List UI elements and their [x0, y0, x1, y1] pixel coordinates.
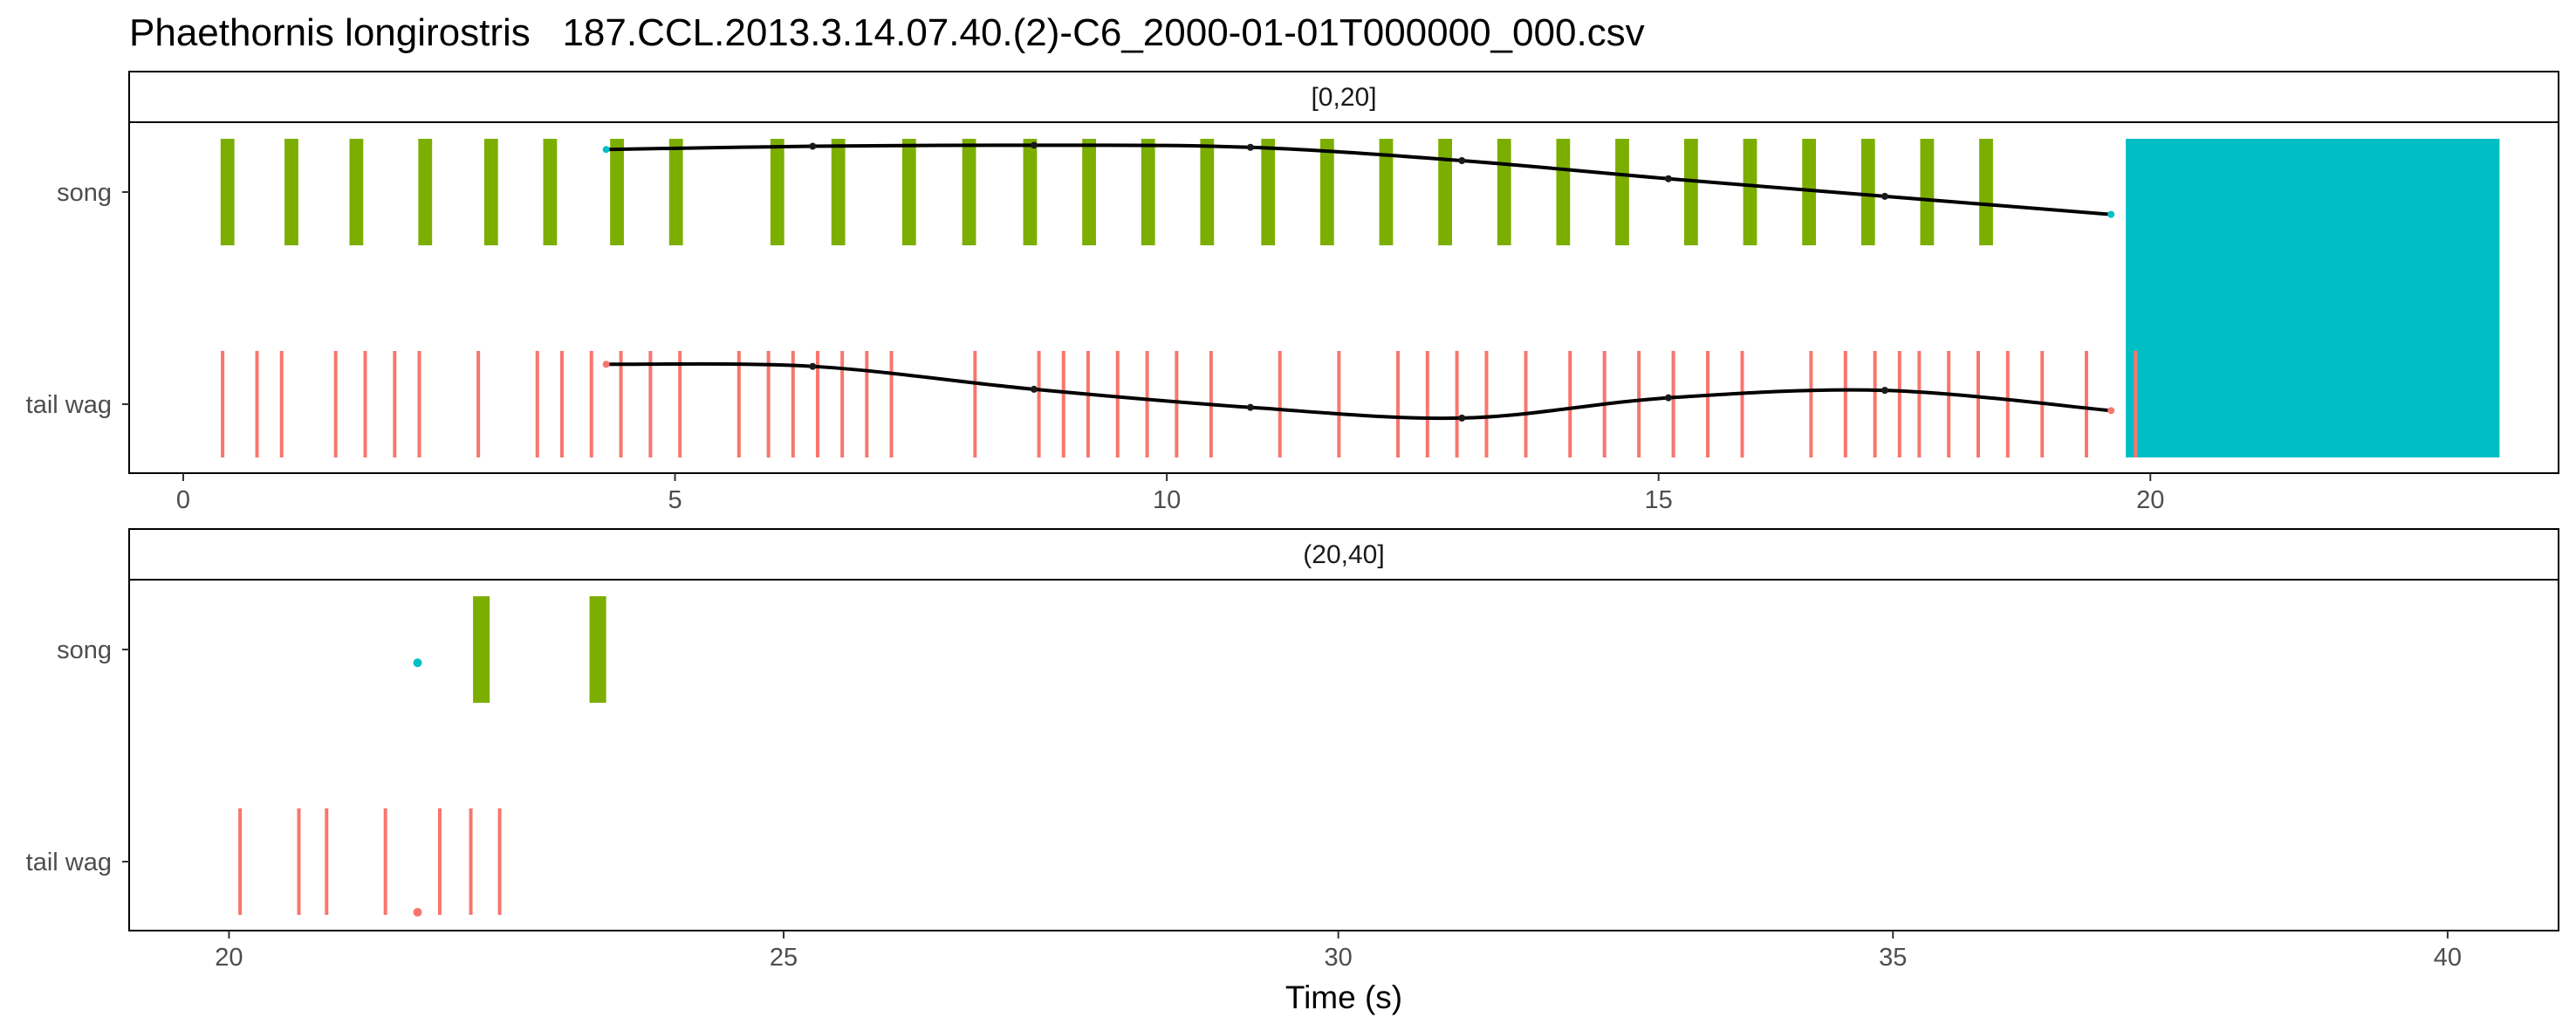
tail-wag-point	[1246, 403, 1254, 411]
song-bar	[1200, 139, 1215, 245]
song-bar	[1261, 139, 1276, 245]
tail-wag-point	[1458, 414, 1466, 422]
song-point	[602, 146, 610, 154]
song-bar	[1920, 139, 1935, 245]
x-tick-label: 35	[1879, 944, 1907, 972]
song-point	[413, 658, 422, 668]
song-bar	[1615, 139, 1629, 245]
tail-wag-point	[2107, 407, 2115, 415]
tail-wag-point	[413, 907, 422, 917]
facet-strip	[128, 71, 2559, 123]
song-bar	[1379, 139, 1394, 245]
song-point	[1458, 157, 1466, 165]
song-bar	[473, 596, 490, 703]
song-bar	[483, 139, 498, 245]
song-bar	[610, 139, 624, 245]
tail-wag-point	[1030, 385, 1038, 393]
x-tick-label: 20	[215, 944, 243, 972]
tail-wag-line	[606, 361, 2112, 421]
tail-wag-point	[1881, 387, 1888, 395]
song-point	[1881, 192, 1888, 200]
facet-strip	[128, 528, 2559, 581]
x-tick-label: 30	[1325, 944, 1353, 972]
x-tick-label: 5	[668, 486, 682, 514]
song-bar	[284, 139, 298, 245]
song-bar	[1683, 139, 1698, 245]
song-bar	[418, 139, 433, 245]
x-tick-label: 15	[1645, 486, 1673, 514]
song-bar	[1860, 139, 1875, 245]
song-bar	[1556, 139, 1571, 245]
song-point	[2107, 210, 2115, 218]
song-bar	[220, 139, 235, 245]
facet-strip-label: [0,20]	[1311, 83, 1376, 112]
song-bar	[1082, 139, 1096, 245]
x-tick-label: 10	[1153, 486, 1181, 514]
song-bar	[589, 596, 606, 703]
panels-group: [0,20] song tail wag 0 5 10 15 20 (20,40] song tai…	[26, 71, 2559, 972]
song-bar	[543, 139, 558, 245]
song-bar	[1141, 139, 1155, 245]
song-bar	[831, 139, 846, 245]
song-point	[1246, 143, 1254, 151]
x-tick-label: 25	[770, 944, 798, 972]
song-bar	[1802, 139, 1817, 245]
y-tick-label: song	[57, 179, 112, 207]
cyan-block	[2126, 139, 2500, 457]
song-bar	[1438, 139, 1452, 245]
song-bar	[1743, 139, 1757, 245]
chart-title: Phaethornis longirostris 187.CCL.2013.3.…	[129, 11, 1645, 54]
x-axis-title: Time (s)	[1285, 979, 1402, 1015]
song-line	[606, 143, 2112, 217]
facet-strip-label: (20,40]	[1303, 540, 1384, 569]
panel-1: (20,40] song tail wag 20 25 30 35 40	[26, 528, 2559, 972]
x-tick-label: 0	[176, 486, 190, 514]
song-point	[1664, 175, 1672, 182]
tail-wag-point	[809, 362, 817, 370]
song-bar	[901, 139, 916, 245]
x-tick-label: 20	[2136, 486, 2164, 514]
song-point	[809, 142, 817, 150]
tail-wag-point	[1664, 394, 1672, 402]
tail-wag-point	[602, 361, 610, 368]
song-bar	[770, 139, 784, 245]
song-bar	[349, 139, 364, 245]
song-bar	[1319, 139, 1334, 245]
song-bar	[1023, 139, 1038, 245]
x-tick-label: 40	[2434, 944, 2462, 972]
song-bar	[1979, 139, 1993, 245]
panel-0: [0,20] song tail wag 0 5 10 15 20	[26, 71, 2559, 514]
y-tick-label: tail wag	[26, 849, 112, 876]
y-tick-label: tail wag	[26, 391, 112, 419]
song-bar	[962, 139, 976, 245]
y-tick-label: song	[57, 636, 112, 664]
song-point	[1030, 141, 1038, 149]
panel-border	[128, 121, 2559, 474]
song-bar	[668, 139, 683, 245]
panel-border	[128, 579, 2559, 931]
song-bar	[1497, 139, 1511, 245]
